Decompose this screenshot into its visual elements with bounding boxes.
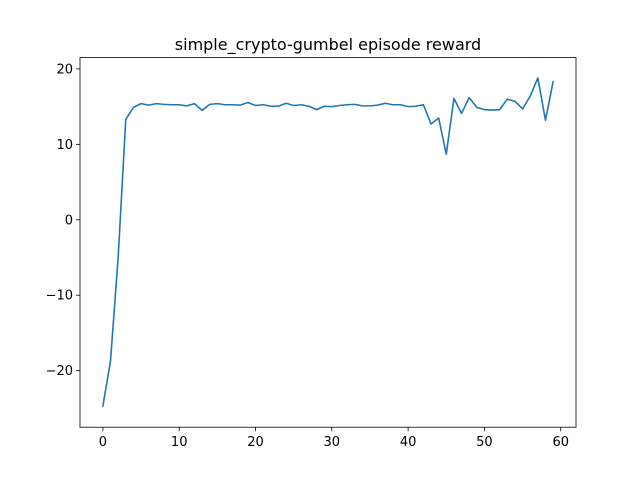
x-tick-label: 20: [247, 435, 264, 450]
y-axis: −20 −10 0 10 20: [46, 62, 80, 379]
y-tick-label: −10: [46, 289, 73, 304]
axes-frame: [79, 57, 577, 428]
series-layer: [101, 77, 555, 408]
y-tick-label: 0: [65, 213, 73, 228]
y-tick-label: −20: [46, 364, 73, 379]
x-tick-label: 50: [476, 435, 493, 450]
x-tick-label: 0: [99, 435, 107, 450]
y-tick-label: 10: [56, 138, 73, 153]
series-line-0: [101, 77, 555, 408]
y-tick-label: 20: [56, 62, 73, 77]
x-tick-label: 60: [552, 435, 569, 450]
x-tick-label: 10: [171, 435, 188, 450]
x-tick-label: 40: [400, 435, 417, 450]
x-axis: 0 10 20 30 40 50 60: [99, 427, 569, 450]
x-tick-label: 30: [324, 435, 341, 450]
chart-title: simple_crypto-gumbel episode reward: [175, 35, 481, 55]
